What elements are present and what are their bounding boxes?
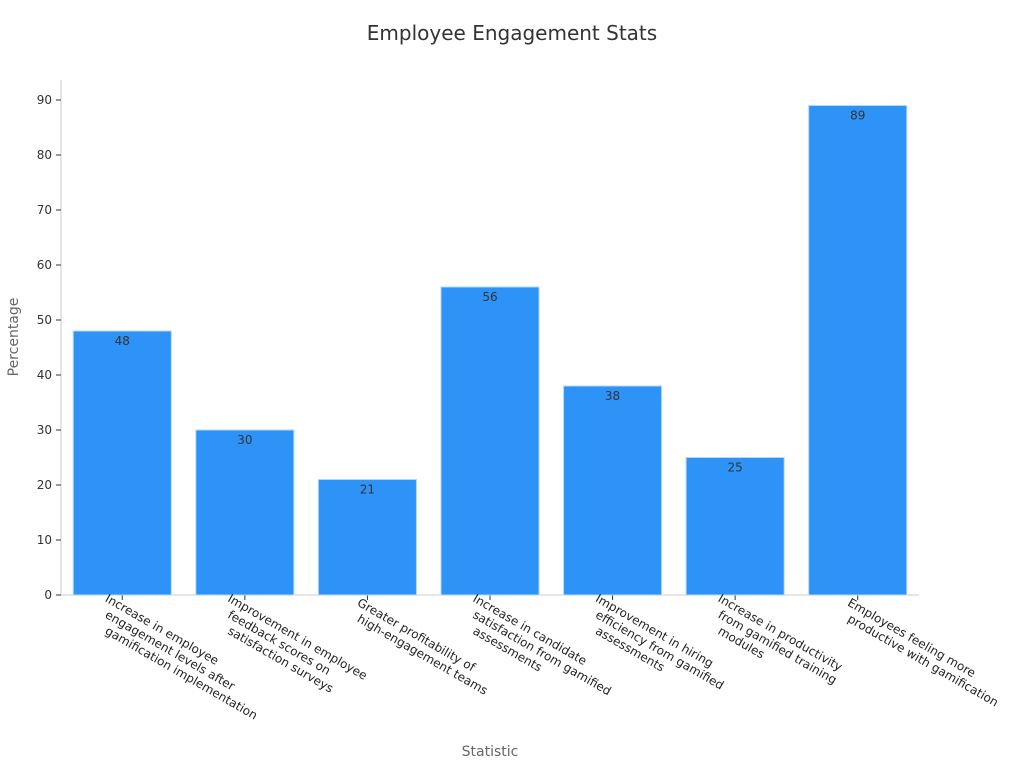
y-tick-label: 30 (37, 423, 52, 437)
data-label: 56 (482, 290, 497, 304)
data-label: 38 (605, 389, 620, 403)
category-label-line: satisfaction from gamified (471, 608, 614, 699)
data-label: 89 (850, 109, 865, 123)
y-axis-title: Percentage (6, 298, 22, 377)
y-tick-label: 50 (37, 313, 52, 327)
category-label-line: efficiency from gamified (593, 608, 726, 693)
y-tick-label: 80 (37, 148, 52, 162)
bar (685, 457, 785, 596)
data-labels-group: 48 30 21 56 38 25 89 (115, 109, 866, 497)
y-tick-label: 70 (37, 203, 52, 217)
y-axis: 0 10 20 30 40 50 60 70 80 90 (37, 80, 62, 602)
category-label-line: high-engagement teams (355, 612, 490, 698)
data-label: 25 (728, 461, 743, 475)
bars-group (72, 105, 908, 596)
category-label-line: Employees feeling more (845, 595, 978, 680)
category-label-line: Greater profitability of (355, 595, 478, 674)
y-tick-label: 10 (37, 533, 52, 547)
category-label-line: engagement levels after (103, 608, 237, 694)
y-tick-label: 0 (44, 588, 52, 602)
bar (195, 429, 295, 596)
category-label-line: productive with gamification (845, 612, 1001, 710)
y-tick-label: 20 (37, 478, 52, 492)
data-label: 21 (360, 483, 375, 497)
y-tick-label: 60 (37, 258, 52, 272)
y-tick-label: 90 (37, 93, 52, 107)
x-axis-title: Statistic (462, 744, 519, 760)
bar (72, 330, 172, 596)
chart-title: Employee Engagement Stats (367, 21, 657, 45)
bar (808, 105, 908, 596)
data-label: 30 (237, 433, 252, 447)
bar (440, 286, 540, 596)
bar (317, 479, 417, 596)
y-tick-label: 40 (37, 368, 52, 382)
bar (563, 385, 663, 596)
data-label: 48 (115, 334, 130, 348)
